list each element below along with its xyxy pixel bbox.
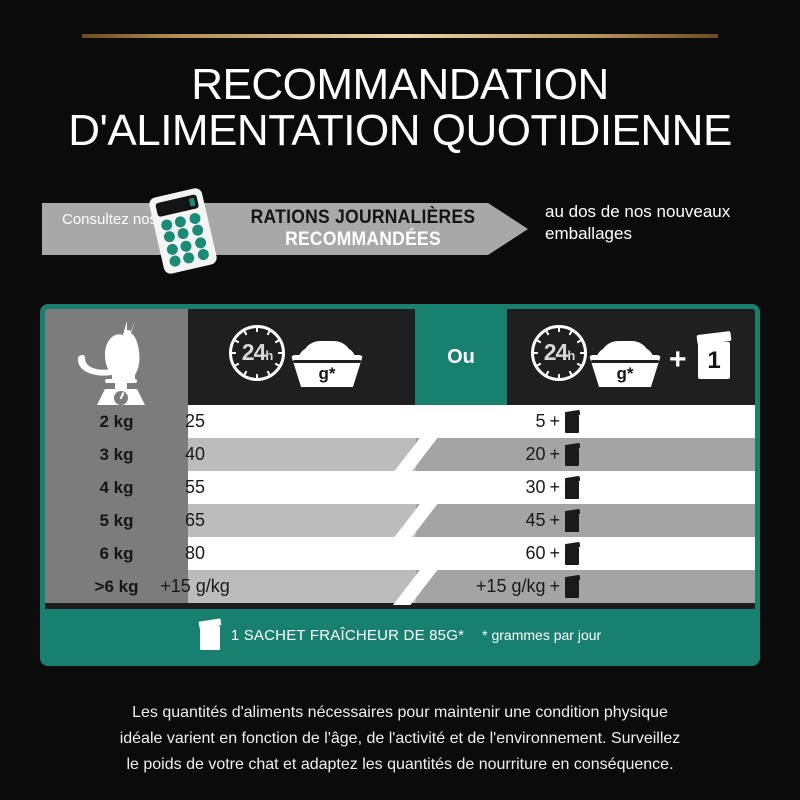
clock-label-a: 24h — [241, 339, 274, 365]
row-values — [188, 568, 755, 605]
row-dry-only-value: 25 — [184, 411, 206, 431]
table-row: 3 kg 40 20 + — [45, 436, 755, 473]
row-values — [188, 471, 755, 504]
sachet-icon-footer — [198, 618, 222, 650]
footer-sachet-text: 1 SACHET FRAÎCHEUR DE 85G* — [230, 626, 465, 644]
row-dry-only-value: 55 — [184, 477, 206, 497]
page-title-line-2: D'ALIMENTATION QUOTIDIENNE — [68, 106, 732, 155]
row-dry-only-value: +15 g/kg — [160, 576, 230, 596]
row-dry-only-value: 40 — [184, 444, 206, 464]
row-dry-only-value: 80 — [184, 543, 206, 563]
bottom-note: Les quantités d'aliments nécessaires pou… — [60, 700, 740, 778]
cat-on-scale-icon — [77, 321, 145, 405]
row-mixed-value: 20 + — [345, 438, 581, 471]
clock-24h-icon-b: 24h — [531, 325, 587, 381]
header-or-divider: Ou — [415, 309, 507, 405]
bottom-note-line-1: Les quantités d'aliments nécessaires pou… — [132, 704, 668, 721]
bottom-note-line-3: le poids de votre chat et adaptez les qu… — [126, 756, 674, 773]
row-values — [188, 405, 755, 438]
banner-headline-line-2: RECOMMANDÉES — [285, 229, 441, 250]
row-mixed-value: +15 g/kg + — [345, 570, 581, 603]
banner: Consultez nos RATIONS JOURNALIÈRES RECOM… — [42, 203, 528, 255]
banner-left-text: Consultez nos — [62, 211, 158, 228]
sachet-icon-row — [564, 475, 581, 499]
page-title: RECOMMANDATION D'ALIMENTATION QUOTIDIENN… — [0, 62, 800, 154]
row-weight-label: >6 kg — [45, 570, 188, 603]
header-weight-cell — [45, 309, 188, 405]
bowl-unit-label-a: g* — [318, 364, 336, 383]
table-row: 2 kg 25 5 + — [45, 405, 755, 438]
row-mixed-value: 30 + — [345, 471, 581, 504]
or-divider-label: Ou — [447, 345, 475, 368]
table-body: 2 kg 25 5 + 3 kg 40 20 + 4 kg — [45, 405, 755, 605]
row-weight-label: 4 kg — [45, 471, 188, 504]
banner-headline-line-1: RATIONS JOURNALIÈRES — [250, 207, 476, 228]
banner-tail-text: au dos de nos nouveaux emballages — [545, 202, 731, 243]
table-header-row: 24h g* Ou — [45, 309, 755, 405]
row-weight-label: 6 kg — [45, 537, 188, 570]
food-bowl-icon-a: g* — [291, 341, 363, 387]
table-row: 5 kg 65 45 + — [45, 502, 755, 539]
gold-divider-rule — [82, 34, 718, 38]
sachet-icon-row — [564, 574, 581, 598]
sachet-icon-row — [564, 409, 581, 433]
table-row: 4 kg 55 30 + — [45, 471, 755, 504]
feeding-table-card: 24h g* Ou — [40, 304, 760, 666]
calculator-icon — [147, 186, 219, 276]
table-row: 6 kg 80 60 + — [45, 537, 755, 570]
banner-headline: RATIONS JOURNALIÈRES RECOMMANDÉES — [238, 207, 488, 251]
row-dry-only-value: 65 — [184, 510, 206, 530]
row-values — [188, 502, 755, 539]
plus-icon-header: + — [669, 343, 687, 376]
row-weight-label: 2 kg — [45, 405, 188, 438]
banner-background-shape — [42, 203, 528, 255]
row-weight-label: 5 kg — [45, 504, 188, 537]
row-mixed-value: 60 + — [345, 537, 581, 570]
sachet-icon-row — [564, 508, 581, 532]
row-values — [188, 537, 755, 570]
bottom-note-line-2: idéale varient en fonction de l'âge, de … — [119, 730, 681, 747]
sachet-icon-row — [564, 541, 581, 565]
page-title-line-1: RECOMMANDATION — [191, 60, 609, 109]
sachet-count-label: 1 — [707, 347, 721, 374]
table-row: >6 kg +15 g/kg +15 g/kg + — [45, 568, 755, 605]
row-mixed-value: 45 + — [345, 504, 581, 537]
bowl-unit-label-b: g* — [616, 364, 634, 383]
clock-24h-icon-a: 24h — [229, 325, 285, 381]
sachet-icon-row — [564, 442, 581, 466]
row-mixed-value: 5 + — [345, 405, 581, 438]
footer-footnote: * grammes par jour — [482, 627, 602, 643]
header-dry-only-cell: 24h g* — [191, 309, 413, 405]
sachet-icon-header: 1 — [696, 330, 732, 379]
clock-label-b: 24h — [543, 339, 576, 365]
table-footer-band: 1 SACHET FRAÎCHEUR DE 85G* * grammes par… — [45, 609, 755, 661]
row-values — [188, 436, 755, 473]
food-bowl-icon-b: g* — [589, 341, 661, 387]
header-mixed-feeding-cell: 24h g* + 1 — [509, 309, 755, 405]
row-weight-label: 3 kg — [45, 438, 188, 471]
